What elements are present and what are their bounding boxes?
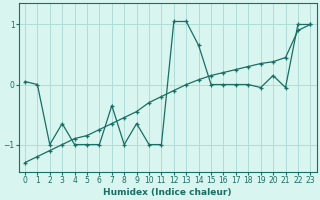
X-axis label: Humidex (Indice chaleur): Humidex (Indice chaleur) [103, 188, 232, 197]
